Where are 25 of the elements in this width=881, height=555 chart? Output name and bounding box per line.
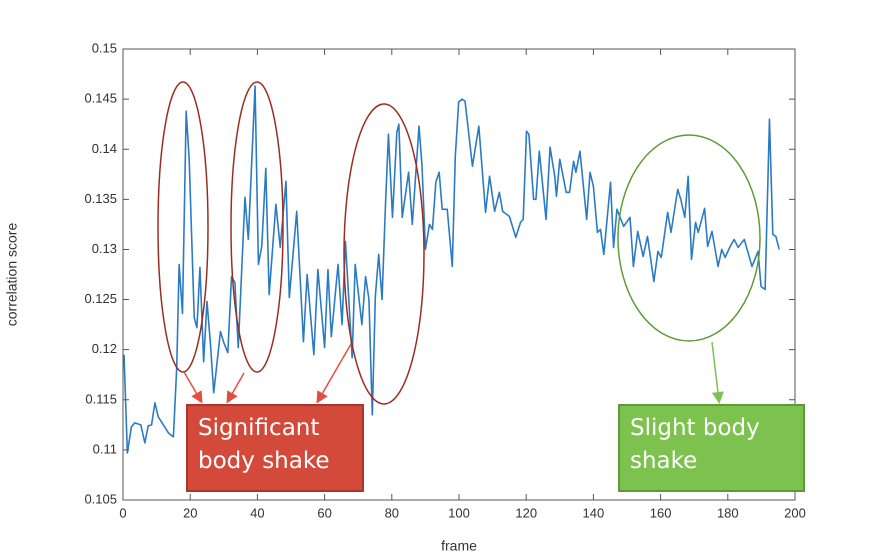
- y-tick-label: 0.135: [84, 190, 117, 206]
- x-tick-label: 180: [716, 505, 739, 520]
- y-tick-label: 0.12: [92, 341, 117, 356]
- y-axis-title: correlation score: [3, 222, 20, 326]
- y-tick-label: 0.13: [92, 241, 117, 256]
- annotation: Significant body shake: [186, 404, 364, 492]
- x-tick-label: 200: [784, 505, 806, 520]
- annotation: Slight body shake: [618, 404, 805, 492]
- y-tick-label: 0.125: [84, 291, 117, 306]
- x-tick-label: 60: [317, 505, 332, 520]
- x-tick-label: 120: [515, 505, 538, 520]
- x-tick-label: 100: [448, 505, 470, 520]
- x-tick-label: 40: [250, 505, 265, 520]
- x-axis-title: frame: [441, 537, 478, 554]
- y-tick-label: 0.15: [92, 40, 117, 56]
- x-tick-label: 160: [650, 505, 672, 520]
- y-tick-label: 0.145: [84, 90, 117, 106]
- y-tick-label: 0.11: [92, 441, 117, 456]
- x-tick-label: 20: [182, 505, 198, 520]
- x-tick-label: 0: [119, 505, 127, 520]
- y-tick-label: 0.14: [92, 140, 117, 156]
- x-tick-label: 140: [582, 505, 604, 520]
- x-tick-label: 80: [384, 505, 400, 520]
- y-tick-label: 0.105: [84, 492, 117, 507]
- y-tick-label: 0.115: [85, 391, 117, 406]
